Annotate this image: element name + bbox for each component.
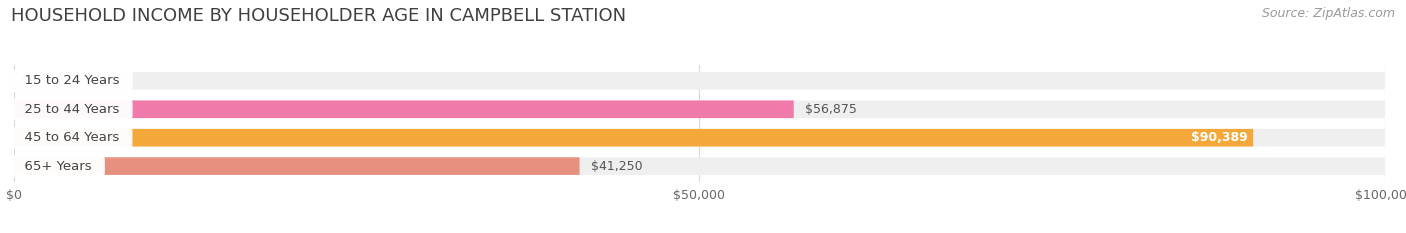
Text: 15 to 24 Years: 15 to 24 Years	[15, 74, 128, 87]
Text: Source: ZipAtlas.com: Source: ZipAtlas.com	[1261, 7, 1395, 20]
Text: 25 to 44 Years: 25 to 44 Years	[15, 103, 128, 116]
FancyBboxPatch shape	[14, 100, 1385, 118]
FancyBboxPatch shape	[14, 72, 1385, 90]
Text: $0: $0	[21, 74, 37, 87]
Text: $56,875: $56,875	[804, 103, 856, 116]
FancyBboxPatch shape	[14, 157, 1385, 175]
Text: HOUSEHOLD INCOME BY HOUSEHOLDER AGE IN CAMPBELL STATION: HOUSEHOLD INCOME BY HOUSEHOLDER AGE IN C…	[11, 7, 627, 25]
Text: $41,250: $41,250	[591, 160, 643, 173]
FancyBboxPatch shape	[14, 157, 579, 175]
FancyBboxPatch shape	[14, 100, 794, 118]
Text: $90,389: $90,389	[1191, 131, 1247, 144]
Text: 65+ Years: 65+ Years	[15, 160, 100, 173]
FancyBboxPatch shape	[14, 129, 1253, 147]
Text: 45 to 64 Years: 45 to 64 Years	[15, 131, 128, 144]
FancyBboxPatch shape	[14, 129, 1385, 147]
